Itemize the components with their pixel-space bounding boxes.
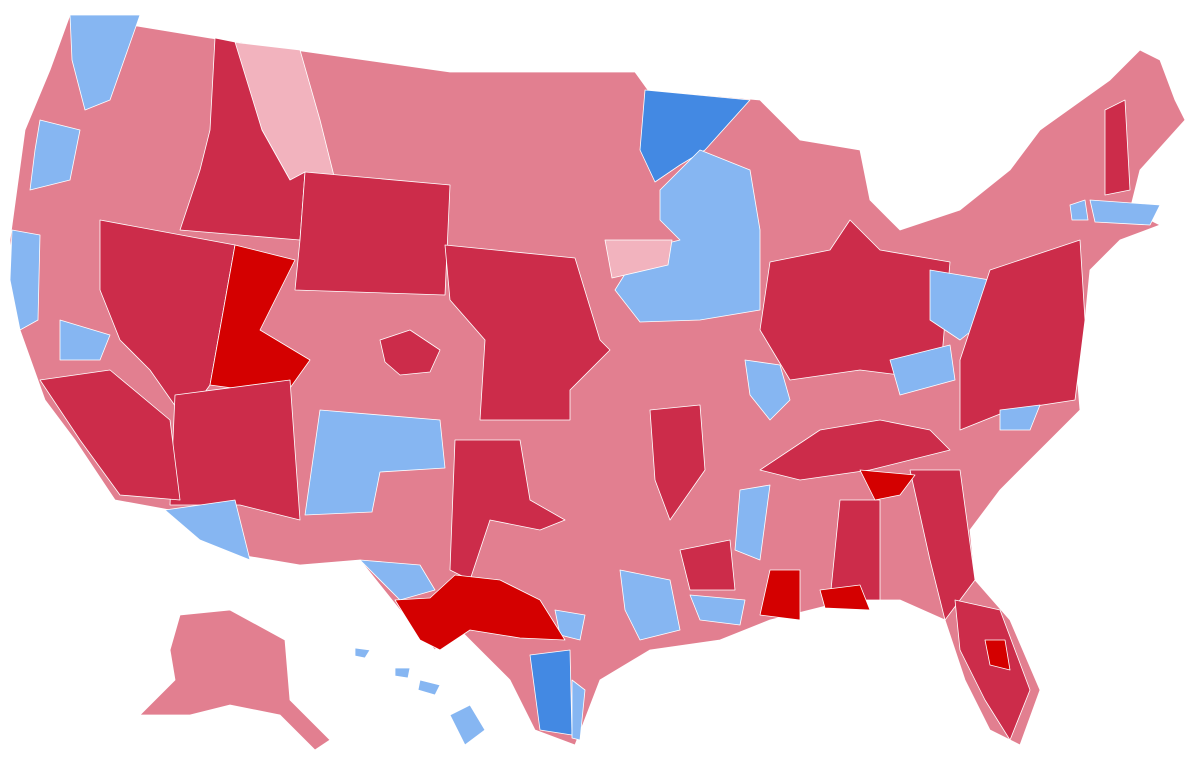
region xyxy=(1089,199,1161,226)
region xyxy=(689,594,746,626)
region xyxy=(619,569,681,641)
hawaii-island xyxy=(417,679,441,696)
region xyxy=(9,229,41,331)
region xyxy=(744,359,791,421)
region xyxy=(39,369,181,501)
region xyxy=(819,584,871,611)
region xyxy=(304,409,446,516)
region xyxy=(169,379,301,521)
hawaii-island xyxy=(449,704,486,746)
region xyxy=(909,469,976,621)
region xyxy=(759,419,951,481)
region xyxy=(604,239,673,279)
region xyxy=(649,404,706,521)
region xyxy=(734,484,771,561)
region xyxy=(59,319,111,361)
region xyxy=(571,679,586,741)
region xyxy=(639,89,751,183)
region xyxy=(1069,199,1089,221)
region xyxy=(1104,99,1131,196)
region xyxy=(614,149,761,323)
region xyxy=(69,14,141,111)
region xyxy=(379,329,441,376)
region xyxy=(829,499,881,601)
region xyxy=(859,469,916,501)
alaska xyxy=(139,609,331,751)
region xyxy=(679,539,736,591)
region xyxy=(759,569,801,621)
region xyxy=(554,609,586,641)
region xyxy=(359,559,436,601)
region xyxy=(889,344,956,396)
contiguous-us xyxy=(9,14,1186,746)
hawaii-island xyxy=(354,647,371,659)
region xyxy=(984,639,1011,671)
region xyxy=(444,244,611,421)
alaska-region xyxy=(139,609,331,751)
hawaii xyxy=(354,647,486,746)
hawaii-island xyxy=(394,667,411,679)
region xyxy=(209,244,311,396)
region xyxy=(394,574,566,651)
region xyxy=(959,239,1086,431)
region xyxy=(449,439,566,581)
region xyxy=(999,404,1041,431)
region xyxy=(29,119,81,191)
region xyxy=(294,171,451,296)
region xyxy=(954,599,1031,741)
region xyxy=(164,499,251,561)
